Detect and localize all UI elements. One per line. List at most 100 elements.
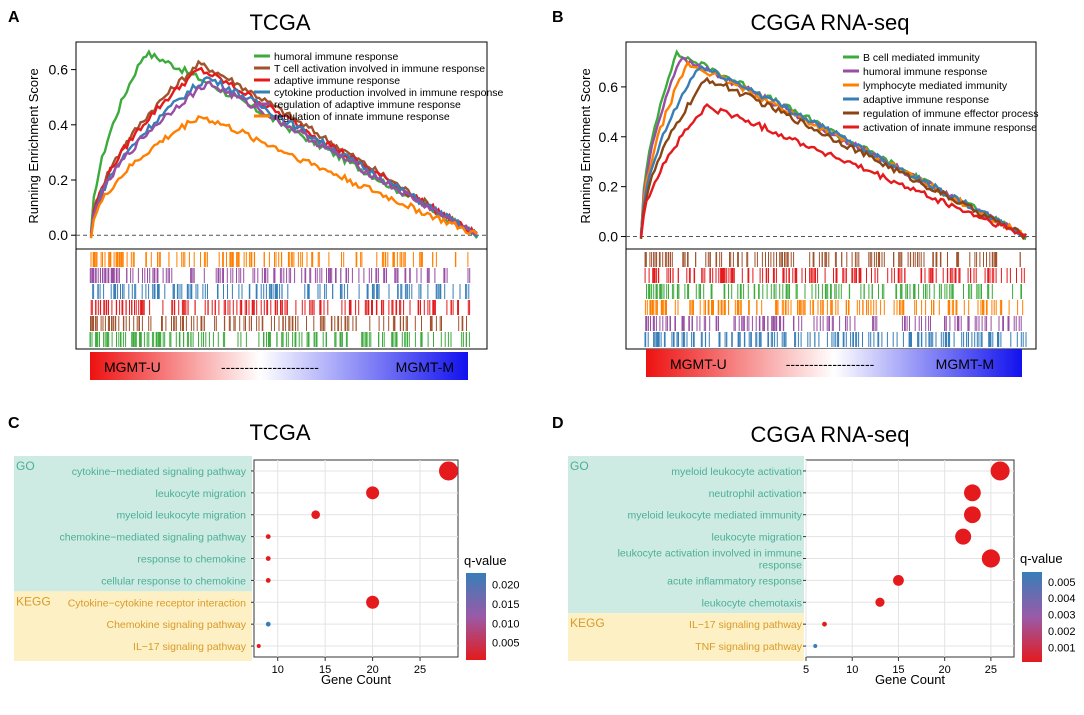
panel-d-term-labels: myeloid leukocyte activation neutrophil a… [618, 466, 806, 653]
d-term-label: myeloid leukocyte mediated immunity [628, 510, 803, 522]
c-band-kegg [14, 591, 252, 661]
panel-a-ylabel: Running Enrichment Score [26, 68, 41, 223]
c-legend-tick-label: 0.020 [492, 580, 520, 592]
d-dot [981, 549, 1000, 568]
d-xtick-label: 25 [985, 664, 997, 676]
panel-a-title: TCGA [249, 10, 310, 35]
d-term-label: acute inflammatory response [667, 575, 802, 587]
panel-c-term-labels: cytokine−mediated signaling pathway leuko… [60, 466, 254, 653]
d-legend-tick-label: 0.005 [1048, 577, 1076, 589]
c-dot [265, 534, 271, 540]
panel-c-title: TCGA [249, 420, 310, 445]
d-group-label: GO [570, 459, 589, 473]
c-legend-tick-label: 0.005 [492, 638, 520, 650]
d-term-label: leukocyte activation involved in immune r… [618, 548, 803, 572]
a-legend-entry: adaptive immune response [274, 75, 400, 87]
d-term-label: myeloid leukocyte activation [671, 466, 802, 478]
b-curve-6 [639, 102, 1027, 238]
panel-c-xlabel: Gene Count [321, 672, 391, 687]
panel-b-grad-right: MGMT-M [936, 356, 994, 372]
d-dot [813, 644, 818, 649]
panel-c-dots [256, 461, 459, 649]
panel-a: TCGA Running Enrichment Score 0.00.20.40… [26, 10, 504, 380]
d-band-go [568, 456, 804, 614]
b-legend-entry: activation of innate immune response [863, 122, 1037, 134]
c-term-label: response to chemokine [137, 554, 246, 566]
c-dot [265, 556, 271, 561]
a-legend-entry: regulation of innate immune response [274, 111, 450, 123]
b-curve-5 [639, 76, 1028, 241]
panel-c-legend-colorbar [466, 573, 486, 660]
a-legend-entry: T cell activation involved in immune res… [274, 63, 485, 75]
panel-a-rug-frame [75, 248, 488, 350]
d-legend-tick-label: 0.003 [1048, 610, 1076, 622]
c-dot [265, 577, 271, 583]
d-xtick-label: 10 [846, 664, 858, 676]
panel-c: TCGA GO KEGG cytokine−mediated signaling … [14, 420, 520, 687]
a-curve-6 [89, 115, 478, 239]
panel-c-category-bands: GO KEGG [14, 456, 252, 661]
d-term-label-line: leukocyte activation involved in immune [618, 548, 803, 560]
d-dot [964, 506, 981, 524]
a-legend-entry: regulation of adaptive immune response [274, 99, 461, 111]
b-legend-entry: lymphocyte mediated immunity [863, 80, 1008, 92]
panel-d-xlabel: Gene Count [875, 672, 945, 687]
a-ytick-label: 0.4 [49, 117, 69, 133]
c-term-label: cytokine−mediated signaling pathway [72, 466, 247, 478]
panel-letter-a: A [8, 9, 20, 26]
panel-d: CGGA RNA-seq GO KEGG myeloid leukocyte ac… [568, 422, 1076, 687]
a-curve-5 [89, 80, 478, 236]
c-dot [439, 461, 459, 481]
d-dot [822, 621, 827, 627]
panel-b-ylabel: Running Enrichment Score [578, 68, 593, 223]
c-dot [366, 595, 380, 609]
c-term-label: chemokine−mediated signaling pathway [60, 532, 247, 544]
panel-b-rug [644, 252, 1027, 347]
panel-b: CGGA RNA-seq Running Enrichment Score 0.… [578, 10, 1038, 377]
d-term-label-line: response [759, 560, 802, 572]
d-legend-tick-label: 0.002 [1048, 626, 1076, 638]
c-term-label: myeloid leukocyte migration [116, 510, 246, 522]
panel-c-legend-ticks: 0.020 0.015 0.010 0.005 [486, 580, 520, 650]
panel-b-yaxis: 0.0 0.2 0.4 0.6 [599, 79, 626, 245]
panel-a-grad-left: MGMT-U [104, 359, 161, 375]
c-dot [366, 486, 380, 500]
d-group-label: KEGG [570, 616, 605, 630]
c-xtick-label: 10 [272, 664, 284, 676]
b-legend-entry: adaptive immune response [863, 94, 989, 106]
c-term-label: leukocyte migration [156, 488, 247, 500]
panel-d-dots [813, 461, 1010, 649]
panel-b-grad-mid: ------------------- [786, 356, 875, 372]
panel-a-rug [89, 252, 471, 347]
c-group-label: GO [16, 459, 35, 473]
panel-a-grad-mid: --------------------- [221, 359, 319, 375]
c-dot [311, 510, 320, 520]
a-ytick-label: 0.6 [49, 62, 69, 78]
d-xtick-label: 15 [892, 664, 904, 676]
d-term-label: neutrophil activation [709, 488, 803, 500]
panel-a-curves [89, 49, 479, 239]
d-xtick-label: 20 [939, 664, 951, 676]
d-term-label: leukocyte migration [712, 532, 803, 544]
panel-b-grad-left: MGMT-U [670, 356, 727, 372]
d-dot [893, 574, 904, 586]
d-dot [964, 484, 981, 502]
panel-d-xaxis: 5 10 15 20 25 [803, 657, 997, 676]
panel-d-legend-title: q-value [1020, 551, 1063, 566]
panel-c-xaxis: 10 15 20 25 [272, 657, 426, 676]
panel-a-gradient-bar [90, 352, 468, 380]
panel-c-grid [254, 460, 458, 657]
b-ytick-label: 0.4 [599, 129, 619, 145]
panel-d-title: CGGA RNA-seq [751, 422, 910, 447]
d-legend-tick-label: 0.004 [1048, 593, 1076, 605]
c-xtick-label: 20 [366, 664, 378, 676]
panel-letter-c: C [8, 415, 20, 432]
d-term-label: IL−17 signaling pathway [689, 619, 803, 631]
d-term-label: leukocyte chemotaxis [702, 597, 802, 609]
panel-d-category-bands: GO KEGG [568, 456, 804, 661]
panel-letter-d: D [552, 415, 564, 432]
panel-d-legend-colorbar [1022, 572, 1042, 662]
d-dot [875, 597, 885, 607]
